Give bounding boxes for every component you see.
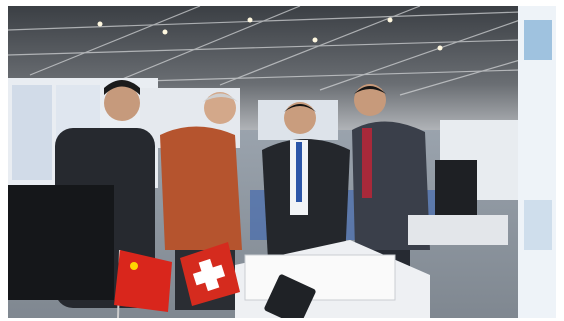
tie (296, 142, 302, 202)
monitor (8, 185, 114, 300)
hair (354, 86, 386, 94)
poster (12, 85, 52, 180)
flag-star (130, 262, 138, 270)
hair (203, 93, 238, 102)
side-poster (524, 200, 552, 250)
scene (8, 6, 556, 318)
head (104, 85, 140, 121)
desk (408, 215, 508, 245)
ceiling-lights (97, 17, 443, 51)
hair (284, 104, 316, 112)
head (354, 84, 386, 116)
hair (104, 80, 140, 95)
side-poster (524, 20, 552, 60)
model (244, 254, 396, 301)
flag-china (114, 250, 172, 312)
monitor (435, 160, 477, 215)
tie (362, 128, 372, 198)
flag-cross (192, 264, 226, 286)
person (160, 126, 242, 250)
tablet (264, 274, 316, 318)
head (284, 102, 316, 134)
head (204, 92, 236, 124)
